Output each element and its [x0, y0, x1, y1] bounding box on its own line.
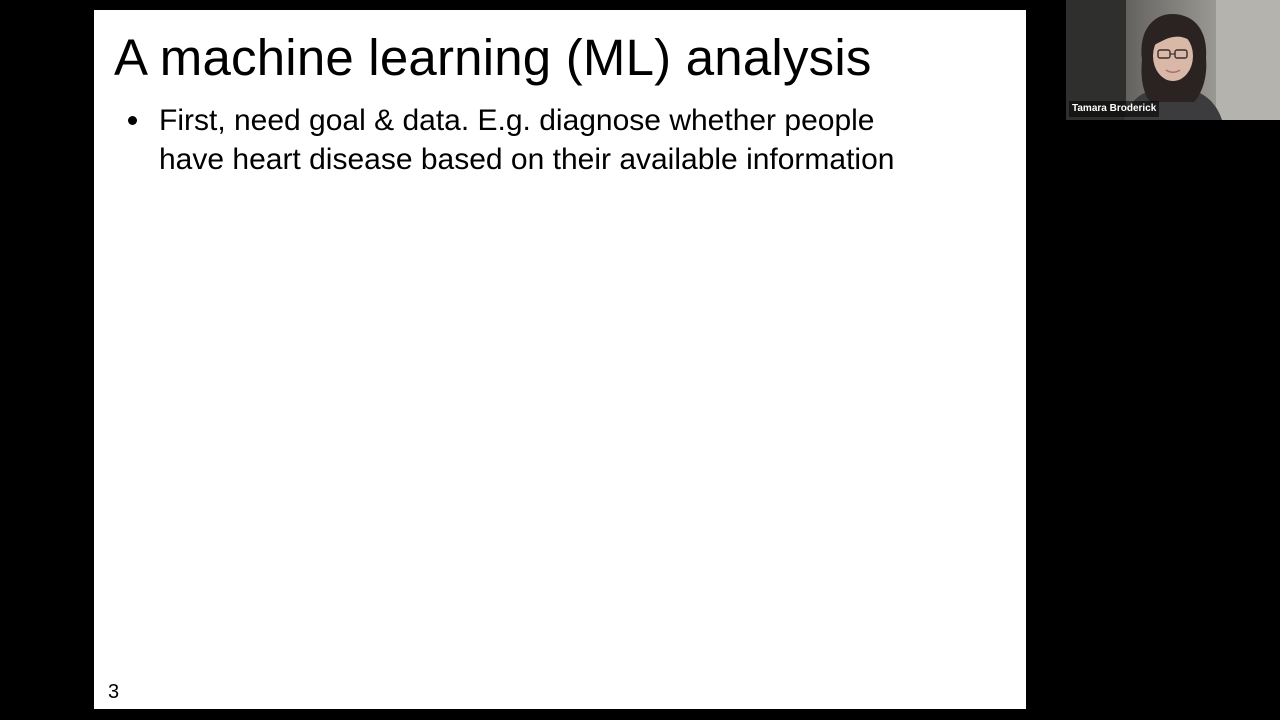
bullet-list: First, need goal & data. E.g. diagnose w… [124, 101, 1004, 179]
bullet-dot-icon [128, 116, 137, 125]
slide-title: A machine learning (ML) analysis [114, 29, 872, 86]
slide-number: 3 [108, 681, 120, 703]
participant-video-tile[interactable]: Tamara Broderick [1066, 0, 1280, 120]
bullet-item: First, need goal & data. E.g. diagnose w… [124, 101, 1004, 179]
participant-video-feed [1066, 0, 1280, 120]
participant-name-label: Tamara Broderick [1069, 101, 1160, 117]
bullet-line: First, need goal & data. E.g. diagnose w… [159, 104, 875, 137]
slide: A machine learning (ML) analysis First, … [94, 10, 1026, 709]
bullet-line: have heart disease based on their availa… [159, 143, 895, 176]
